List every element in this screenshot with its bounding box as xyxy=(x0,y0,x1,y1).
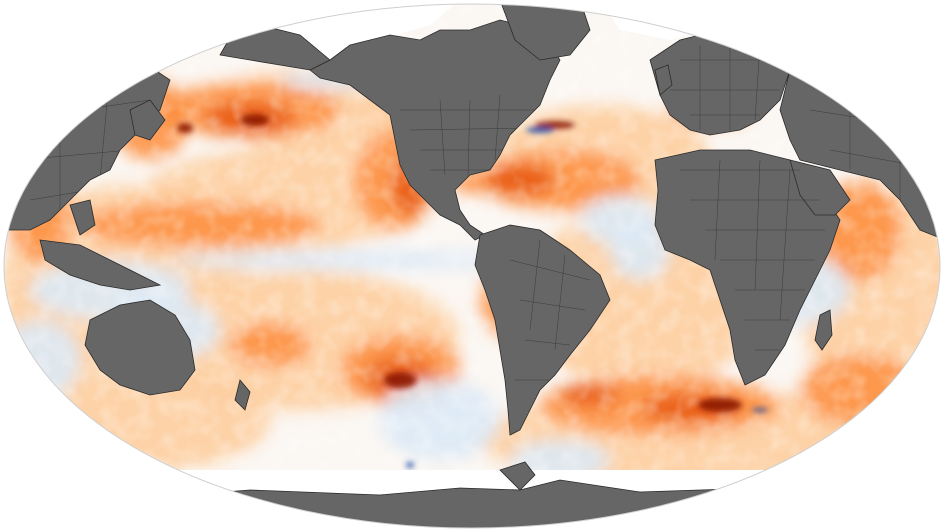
indonesia xyxy=(39,239,162,291)
north-america xyxy=(309,19,561,241)
greenland xyxy=(499,4,591,61)
south-america xyxy=(474,224,611,436)
british-isles xyxy=(654,64,673,96)
australia xyxy=(84,299,196,396)
country-borders xyxy=(9,30,940,381)
japan xyxy=(129,99,166,141)
arabian-peninsula xyxy=(789,159,851,216)
extreme-anomaly-spots xyxy=(177,114,768,468)
globe-outline xyxy=(3,3,941,529)
new-zealand xyxy=(234,379,251,411)
antarctic-peninsula xyxy=(499,461,536,491)
madagascar xyxy=(814,309,833,351)
philippines xyxy=(69,199,96,236)
